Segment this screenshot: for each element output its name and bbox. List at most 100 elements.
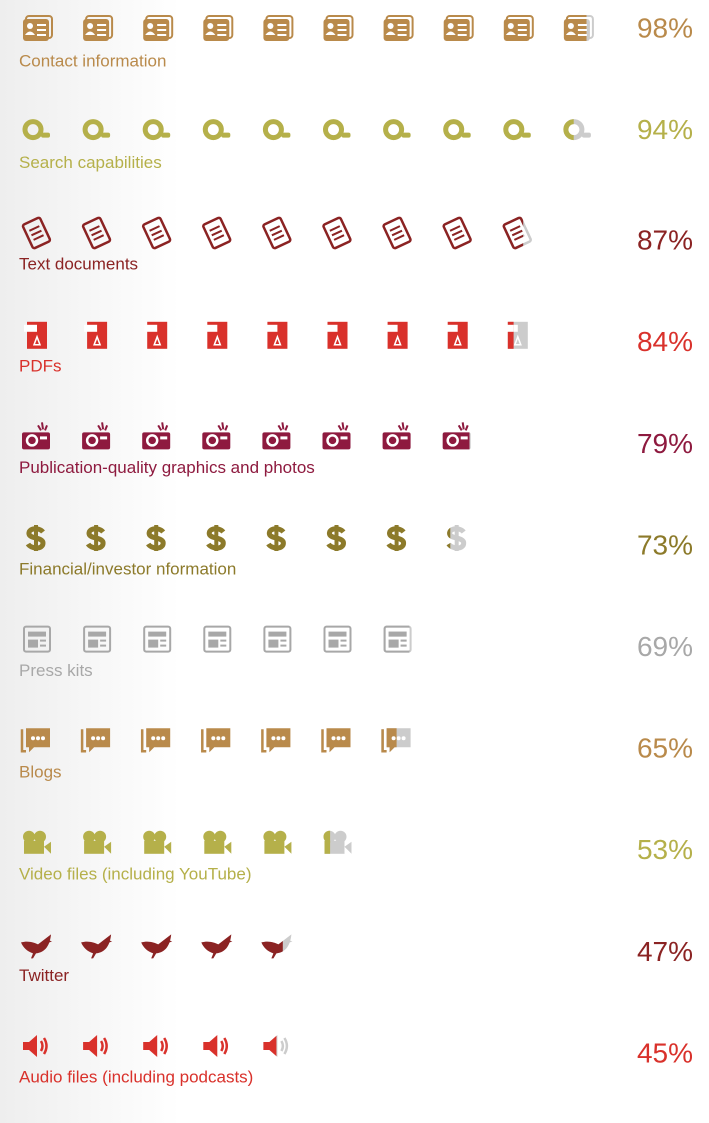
icon-part: [267, 23, 274, 29]
icon-part: [507, 321, 514, 349]
icon: [446, 525, 467, 551]
icon-part: [331, 736, 336, 741]
icon-part: [328, 639, 339, 648]
icon-part: [388, 639, 399, 648]
icon-part: [565, 31, 576, 35]
icon-part: [217, 29, 227, 31]
icon-part: [261, 941, 283, 959]
icon: [323, 830, 352, 854]
icon: [22, 422, 50, 450]
icon-part: [323, 830, 331, 843]
icon-part: [386, 434, 399, 447]
icon-part: [389, 225, 401, 232]
icon: [143, 830, 172, 854]
icon-part: [453, 234, 465, 241]
value-label: 98%: [637, 12, 693, 43]
icon-part: [384, 324, 398, 332]
icon-part: [217, 24, 227, 26]
icon-part: [281, 736, 286, 741]
icon-part: [454, 525, 459, 551]
icon-part: [91, 736, 96, 741]
icon-part: [85, 434, 99, 447]
icon-part: [85, 31, 96, 35]
icon: [444, 321, 468, 349]
icon-part: [286, 939, 293, 944]
icon-part: [143, 625, 172, 653]
icon-part: [203, 830, 216, 843]
icon: [263, 15, 294, 41]
icon-part: [100, 436, 108, 440]
icon-part: [263, 830, 276, 843]
icon-part: [224, 841, 232, 854]
icon-part: [213, 334, 222, 346]
icon-part: [97, 24, 107, 26]
icon-part: [207, 23, 214, 29]
icon: [443, 119, 471, 141]
value-label: 65%: [637, 733, 693, 764]
icon-part: [457, 34, 467, 36]
icon-part: [166, 939, 173, 944]
icon: [24, 321, 47, 349]
icon-part: [96, 736, 101, 741]
icon: [442, 422, 471, 450]
icon-part: [273, 234, 285, 241]
icon: [142, 422, 171, 450]
icon-part: [84, 324, 98, 332]
icon-part: [160, 644, 167, 647]
icon: [142, 119, 171, 141]
icon: [20, 728, 50, 753]
icon-part: [34, 830, 46, 843]
icon-part: [453, 334, 462, 346]
icon-part: [20, 729, 26, 753]
icon-part: [461, 132, 471, 138]
icon: [83, 625, 112, 653]
icon-part: [208, 639, 219, 648]
icon-part: [381, 729, 387, 753]
category-label: Audio files (including podcasts): [19, 1067, 253, 1086]
icon-part: [273, 334, 282, 346]
icon-fill: [504, 321, 514, 349]
icon-part: [94, 830, 107, 843]
icon-part: [206, 434, 219, 447]
icon-fill: [563, 119, 574, 141]
icon-part: [46, 939, 52, 944]
icon-part: [457, 29, 467, 31]
icon-part: [21, 216, 52, 250]
icon-part: [277, 24, 287, 26]
icon: [83, 1035, 108, 1057]
icon-part: [84, 840, 105, 854]
icon-part: [325, 15, 354, 39]
icon-part: [340, 644, 347, 647]
icon-part: [334, 525, 339, 551]
icon-part: [333, 234, 345, 241]
category-label: Contact information: [19, 51, 166, 70]
icon-part: [457, 422, 469, 431]
icon-part: [83, 830, 96, 843]
icon-part: [397, 422, 409, 431]
icon-part: [333, 334, 342, 346]
icon-part: [451, 229, 463, 237]
icon-part: [89, 225, 100, 232]
icon-part: [266, 434, 279, 447]
icon-part: [401, 736, 406, 741]
icon: [140, 728, 171, 753]
icon-part: [101, 132, 111, 138]
category-label: Twitter: [19, 966, 69, 985]
icon-part: [156, 736, 161, 741]
icon-part: [88, 639, 99, 648]
icon: [502, 216, 532, 250]
icon-part: [341, 132, 351, 138]
icon-part: [144, 324, 158, 332]
icon: [84, 321, 108, 349]
icon-part: [505, 31, 516, 35]
icon-part: [148, 639, 159, 648]
icon-part: [502, 216, 524, 250]
icon-part: [391, 229, 403, 237]
icon: [80, 728, 111, 753]
icon-part: [521, 132, 531, 138]
icon-part: [157, 422, 169, 431]
icon-part: [24, 324, 37, 332]
icon-part: [274, 830, 287, 843]
icon: [321, 728, 351, 753]
icon-part: [149, 225, 160, 232]
